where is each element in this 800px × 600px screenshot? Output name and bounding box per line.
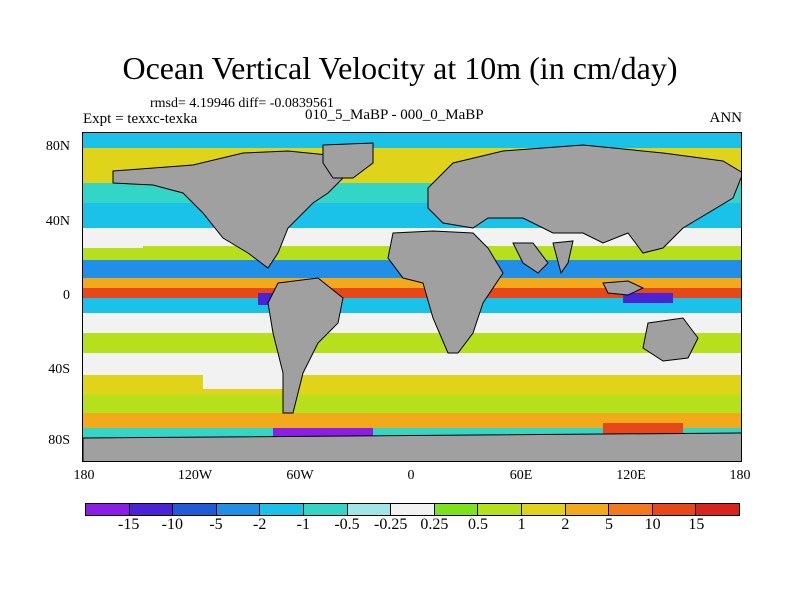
colorbar-box — [434, 504, 479, 515]
map-svg — [83, 133, 741, 461]
land-mask — [83, 142, 741, 461]
colorbar-box — [86, 504, 130, 515]
colorbar-label: -10 — [161, 516, 183, 533]
colorbar-label: -1 — [296, 516, 310, 533]
lon-label-0: 0 — [407, 468, 415, 483]
colorbar-box — [521, 504, 566, 515]
lon-label-120e: 120E — [616, 468, 646, 483]
colorbar-box — [565, 504, 610, 515]
map-panel — [82, 132, 742, 462]
lat-label-80n: 80N — [45, 139, 70, 154]
map-title: Ocean Vertical Velocity at 10m (in cm/da… — [122, 50, 678, 86]
difference-label: 010_5_MaBP - 000_0_MaBP — [305, 107, 484, 123]
colorbar-box — [173, 504, 217, 515]
colorbar-label: 0.5 — [468, 516, 488, 533]
colorbar-box — [391, 504, 435, 515]
colorbar-label: -5 — [209, 516, 223, 533]
season-label: ANN — [709, 110, 743, 126]
lon-label-180w: 180 — [73, 468, 95, 483]
stats-label: rmsd= 4.19946 diff= -0.0839561 — [150, 96, 334, 111]
experiment-label: Expt = texxc-texka — [83, 111, 198, 127]
colorbar-box — [696, 504, 739, 515]
lon-label-180e: 180 — [729, 468, 751, 483]
lat-label-80s: 80S — [48, 433, 70, 448]
lon-label-60e: 60E — [509, 468, 533, 483]
colorbar-label: 2 — [561, 516, 570, 533]
colorbar-label: -0.25 — [373, 516, 408, 533]
colorbar-box — [652, 504, 697, 515]
lon-label-60w: 60W — [286, 468, 314, 483]
colorbar-box — [216, 504, 261, 515]
lat-label-40s: 40S — [48, 362, 70, 377]
colorbar-label: 10 — [644, 516, 661, 533]
colorbar-label: 0.25 — [420, 516, 449, 533]
colorbar-label: -15 — [117, 516, 140, 533]
lat-label-40n: 40N — [45, 214, 70, 229]
colorbar — [85, 503, 740, 516]
colorbar-label: -2 — [252, 516, 267, 533]
colorbar-box — [303, 504, 348, 515]
colorbar-box — [609, 504, 653, 515]
colorbar-label: 1 — [517, 516, 526, 533]
colorbar-box — [347, 504, 392, 515]
colorbar-label: 5 — [605, 516, 613, 533]
lon-label-120w: 120W — [177, 468, 213, 483]
colorbar-box — [260, 504, 304, 515]
colorbar-label: 15 — [688, 516, 705, 533]
colorbar-box — [478, 504, 522, 515]
colorbar-box — [129, 504, 174, 515]
lat-label-0: 0 — [63, 288, 70, 303]
colorbar-label: -0.5 — [334, 516, 360, 533]
